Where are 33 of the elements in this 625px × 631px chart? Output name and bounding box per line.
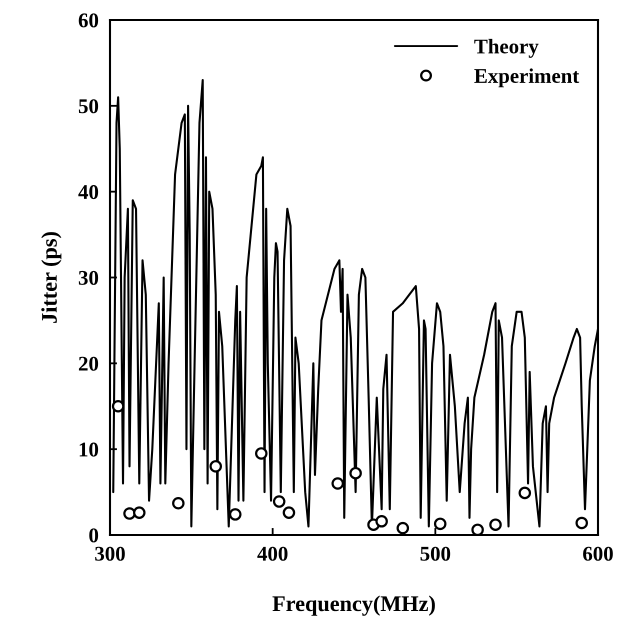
- point: [396, 522, 410, 534]
- point: [282, 506, 296, 519]
- x-tick-label: 600: [583, 546, 613, 561]
- point: [112, 400, 124, 413]
- x-tick-label: 500: [420, 546, 450, 561]
- point: [272, 495, 286, 508]
- point: [209, 460, 222, 473]
- y-axis-title: Jitter (ps): [41, 232, 62, 323]
- y-tick-label: 0: [89, 528, 98, 542]
- point: [133, 506, 146, 519]
- x-tick-label: 300: [95, 546, 125, 561]
- point: [489, 518, 502, 531]
- point: [255, 447, 268, 460]
- legend-label: Experiment: [474, 68, 580, 88]
- point: [575, 516, 588, 530]
- point: [228, 508, 242, 521]
- x-tick-label: 400: [257, 546, 288, 561]
- y-tick-label: 10: [80, 442, 98, 457]
- point: [434, 518, 446, 530]
- point: [331, 477, 344, 490]
- y-tick-label: 40: [78, 185, 98, 200]
- y-tick-label: 20: [78, 356, 98, 371]
- point: [349, 466, 362, 480]
- point: [123, 507, 136, 520]
- y-tick-label: 30: [78, 270, 98, 285]
- point: [375, 515, 388, 528]
- point: [172, 496, 185, 510]
- y-tick-label: 60: [78, 13, 98, 28]
- legend-label: Theory: [474, 38, 539, 58]
- y-tick-label: 50: [78, 99, 98, 114]
- point: [518, 486, 532, 500]
- x-axis-title: Frequency(MHz): [272, 596, 435, 616]
- point: [471, 524, 484, 535]
